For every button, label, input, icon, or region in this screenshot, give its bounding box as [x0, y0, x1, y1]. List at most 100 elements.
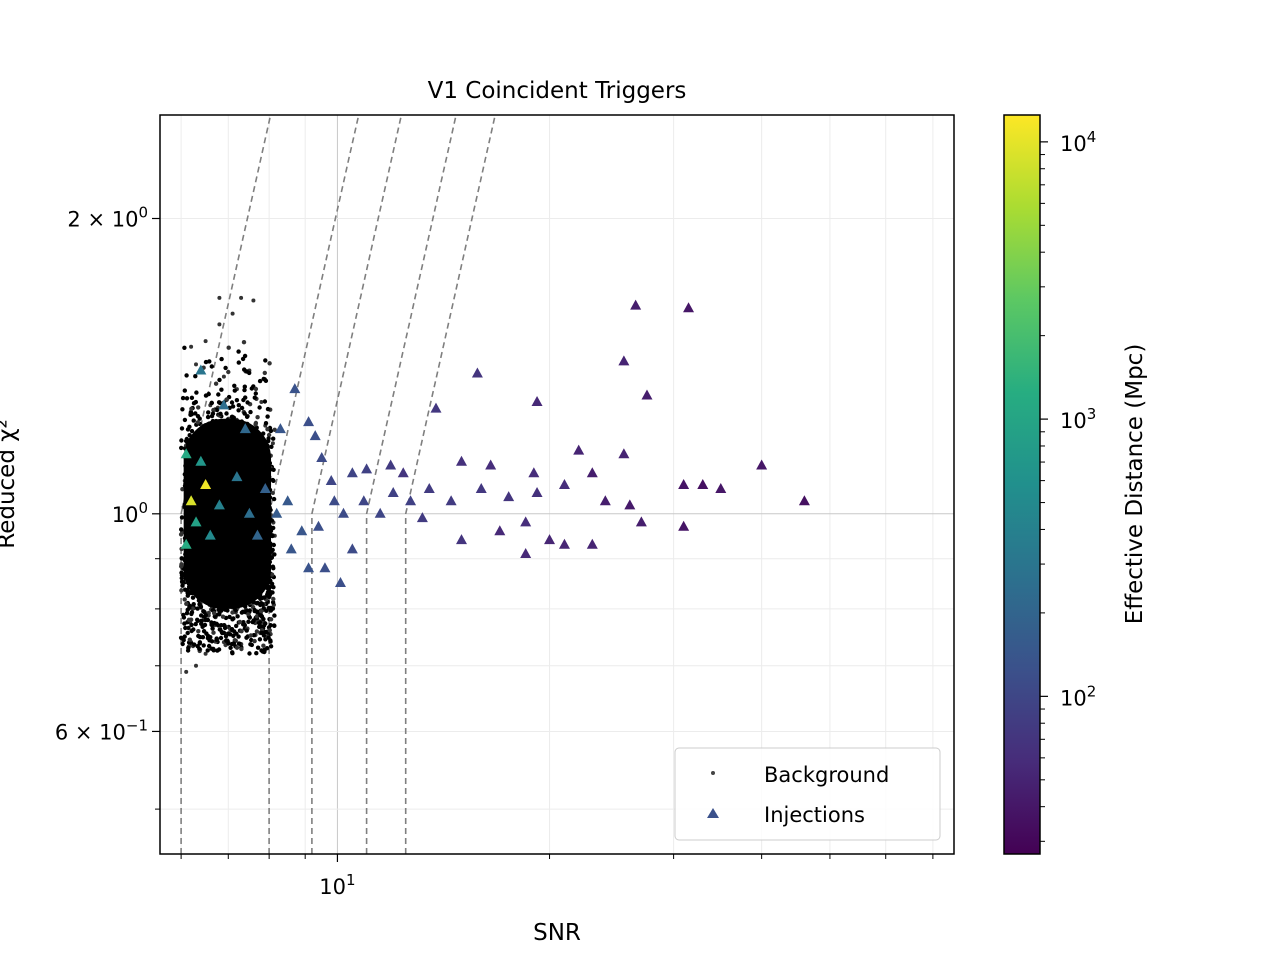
legend-box	[674, 747, 941, 841]
background-point	[246, 612, 251, 617]
background-point	[271, 496, 277, 502]
background-point	[203, 339, 208, 344]
background-point	[184, 611, 190, 616]
background-point	[189, 344, 194, 349]
background-point	[206, 391, 211, 397]
background-point	[182, 621, 187, 626]
injection-point	[397, 467, 409, 478]
background-point	[201, 609, 206, 614]
background-point	[265, 406, 271, 412]
background-point	[189, 412, 194, 417]
background-series	[178, 295, 277, 674]
colorbar	[1003, 114, 1041, 855]
injection-point	[715, 482, 727, 493]
background-point	[268, 644, 274, 649]
colorbar-tick-label: 104	[1060, 128, 1096, 156]
background-point	[186, 645, 191, 651]
injection-point	[586, 538, 598, 549]
background-point	[262, 377, 267, 382]
injection-point	[416, 512, 428, 523]
background-point	[205, 635, 211, 641]
background-point	[234, 645, 240, 650]
background-point	[232, 383, 237, 388]
background-point	[182, 388, 187, 393]
injection-point	[309, 430, 321, 441]
x-axis: 101	[180, 854, 934, 899]
background-point	[207, 359, 212, 364]
background-point	[211, 630, 216, 635]
background-point	[253, 386, 259, 392]
injection-point	[195, 364, 207, 375]
background-point	[203, 359, 209, 365]
snr-contour-line	[311, 115, 403, 854]
background-point	[254, 614, 260, 619]
background-point	[190, 595, 196, 600]
injection-point	[678, 520, 690, 531]
background-point	[179, 588, 184, 593]
background-point	[266, 635, 271, 640]
background-point	[266, 432, 272, 438]
background-point	[222, 625, 228, 631]
injection-point	[558, 478, 570, 489]
colorbar-tick-label: 102	[1060, 682, 1096, 710]
background-point	[205, 648, 210, 653]
background-point	[228, 645, 233, 650]
background-point	[244, 635, 249, 640]
injection-point	[798, 495, 810, 506]
injection-point	[204, 529, 216, 540]
background-point	[205, 414, 211, 420]
background-point	[189, 406, 194, 411]
y-tick-label: 2 × 100	[67, 204, 148, 232]
injection-point	[218, 399, 230, 410]
background-point	[184, 396, 190, 401]
background-point	[236, 641, 242, 646]
background-point	[195, 420, 201, 425]
legend-background-marker	[711, 771, 715, 775]
background-point	[183, 625, 188, 631]
background-point	[265, 592, 270, 597]
background-point	[206, 410, 211, 415]
injection-point	[282, 495, 294, 506]
background-point	[195, 617, 200, 622]
background-point	[239, 646, 244, 652]
background-point	[252, 608, 257, 614]
background-point	[265, 414, 270, 419]
background-point	[270, 441, 275, 446]
background-point	[223, 365, 228, 371]
background-point	[271, 467, 276, 472]
injection-point	[180, 538, 192, 549]
injection-point	[385, 459, 397, 470]
background-point	[270, 477, 275, 483]
background-point	[254, 651, 259, 656]
injection-point	[503, 491, 515, 502]
background-point	[189, 428, 195, 434]
background-point	[187, 605, 192, 611]
background-point	[239, 405, 245, 411]
injection-point	[239, 423, 251, 434]
background-point	[197, 640, 203, 645]
injection-point	[599, 495, 611, 506]
grid	[160, 115, 954, 854]
background-point	[186, 617, 192, 622]
background-point	[270, 491, 275, 495]
injection-point	[346, 467, 358, 478]
background-point	[242, 411, 247, 416]
background-point	[263, 629, 268, 635]
background-point	[193, 411, 198, 416]
colorbar-axis: 102 103 104	[1040, 128, 1096, 842]
background-point	[272, 623, 277, 628]
background-point	[231, 616, 236, 621]
background-point	[271, 436, 276, 441]
background-point	[229, 627, 235, 632]
injections-series	[180, 299, 810, 588]
injection-point	[316, 451, 328, 462]
background-point	[253, 391, 258, 396]
background-point	[199, 613, 204, 618]
background-point	[262, 595, 267, 600]
injection-point	[756, 459, 768, 470]
injection-point	[573, 444, 585, 455]
background-point	[210, 626, 215, 631]
background-point	[214, 637, 219, 642]
injection-point	[346, 543, 358, 554]
background-point	[261, 616, 266, 622]
